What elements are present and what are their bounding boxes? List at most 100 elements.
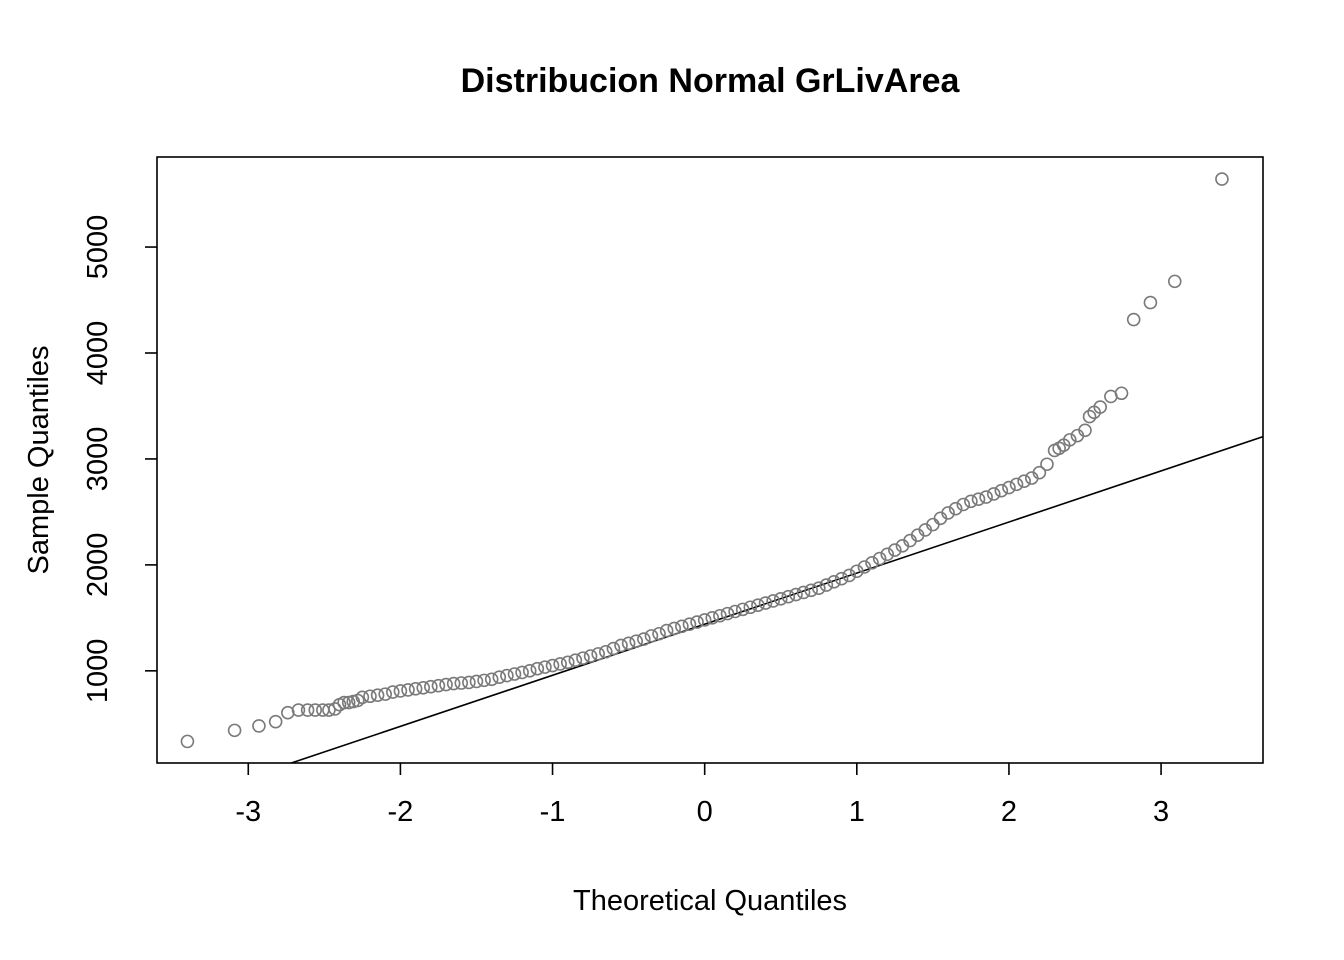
data-point xyxy=(994,483,1009,498)
data-point xyxy=(576,651,590,665)
x-tick-label: -2 xyxy=(388,796,414,828)
data-point xyxy=(621,636,636,651)
data-point xyxy=(553,657,567,671)
data-point xyxy=(1040,457,1054,472)
data-point xyxy=(308,703,323,717)
x-axis-label: Theoretical Quantiles xyxy=(573,885,847,917)
data-point xyxy=(1126,312,1141,327)
data-point xyxy=(811,581,826,595)
data-point xyxy=(515,665,529,680)
data-point xyxy=(796,585,811,600)
data-point xyxy=(446,676,461,691)
y-tick-label: 3000 xyxy=(82,427,114,492)
data-point xyxy=(766,594,780,608)
data-point xyxy=(827,575,841,589)
data-point xyxy=(1143,295,1158,310)
data-point xyxy=(300,703,315,717)
y-tick-label: 1000 xyxy=(82,639,114,704)
data-point xyxy=(606,641,621,656)
data-point xyxy=(424,679,438,694)
data-point xyxy=(522,664,537,678)
data-point xyxy=(743,600,758,615)
data-point xyxy=(484,672,499,687)
y-tick-label: 4000 xyxy=(82,321,114,386)
data-point xyxy=(1082,409,1097,424)
data-point xyxy=(560,655,575,670)
data-point xyxy=(416,680,431,695)
data-point xyxy=(363,689,377,704)
data-point xyxy=(964,494,978,509)
data-point xyxy=(1062,433,1077,447)
x-tick-label: 2 xyxy=(1001,796,1017,828)
data-point xyxy=(690,615,704,629)
data-point xyxy=(751,598,765,612)
data-point xyxy=(865,555,879,570)
data-point xyxy=(781,589,796,604)
data-point xyxy=(629,634,644,648)
data-point xyxy=(720,606,735,621)
data-point xyxy=(1078,423,1092,438)
data-point xyxy=(492,670,507,684)
data-point xyxy=(652,626,666,641)
data-point xyxy=(819,578,834,592)
x-tick-label: 3 xyxy=(1153,796,1169,828)
data-point xyxy=(705,611,720,625)
y-axis-label: Sample Quantiles xyxy=(23,346,55,575)
data-point xyxy=(956,497,971,512)
data-point xyxy=(291,703,306,717)
data-point xyxy=(888,543,902,557)
data-point xyxy=(401,683,415,697)
data-point xyxy=(758,596,773,610)
data-point xyxy=(872,551,887,566)
data-point xyxy=(462,675,476,690)
data-point xyxy=(773,591,788,606)
data-point xyxy=(477,673,491,688)
data-point xyxy=(675,619,689,634)
data-point xyxy=(842,568,857,583)
data-point xyxy=(728,604,742,619)
data-point xyxy=(713,608,727,623)
data-point xyxy=(880,547,895,562)
data-point xyxy=(378,687,392,701)
data-point xyxy=(682,617,697,632)
data-point xyxy=(1032,465,1047,480)
data-point xyxy=(659,623,674,638)
data-point xyxy=(1215,172,1229,186)
data-point xyxy=(538,660,552,674)
data-point xyxy=(667,621,682,636)
data-point xyxy=(1114,386,1129,401)
data-point xyxy=(408,682,423,696)
data-point xyxy=(591,647,605,661)
plot-frame xyxy=(156,156,1264,764)
data-point xyxy=(789,587,803,602)
data-point xyxy=(322,703,336,717)
data-point xyxy=(637,632,651,646)
data-point xyxy=(1002,480,1016,495)
data-point xyxy=(979,490,993,504)
data-point xyxy=(252,719,266,733)
data-point xyxy=(1093,400,1108,414)
data-point xyxy=(337,695,351,710)
data-point xyxy=(644,629,659,643)
data-point xyxy=(850,564,864,579)
y-axis: 1000 2000 3000 4000 5000 xyxy=(82,215,157,703)
x-tick-label: -3 xyxy=(235,796,261,828)
data-point xyxy=(507,667,522,681)
data-point xyxy=(598,644,613,659)
data-point xyxy=(735,602,750,617)
data-point xyxy=(500,668,514,683)
data-point xyxy=(568,653,583,668)
data-point xyxy=(545,658,560,673)
data-point xyxy=(804,583,818,598)
chart-title: Distribucion Normal GrLivArea xyxy=(461,62,961,100)
data-point xyxy=(355,690,370,705)
data-point xyxy=(454,676,469,690)
data-point xyxy=(227,723,242,738)
data-point xyxy=(1167,274,1182,289)
x-axis: -3 -2 -1 0 1 2 3 xyxy=(235,763,1169,828)
data-point xyxy=(180,734,195,749)
plot-area xyxy=(180,172,1263,763)
x-tick-label: 0 xyxy=(697,796,713,828)
data-point xyxy=(697,613,712,627)
data-point xyxy=(469,674,484,689)
